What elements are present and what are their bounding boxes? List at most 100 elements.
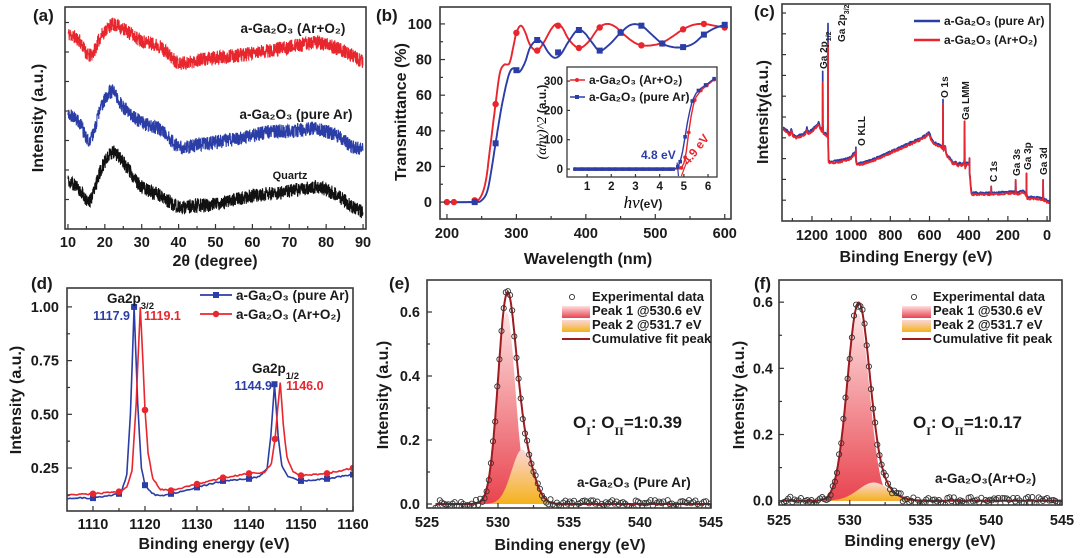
experimental-point xyxy=(893,490,900,497)
peak-position-pure-ar-1: 1117.9 xyxy=(93,309,130,323)
peak-label-main: Ga 2p xyxy=(819,41,830,69)
data-point-square xyxy=(131,303,138,310)
experimental-point xyxy=(509,307,516,314)
experimental-point xyxy=(694,501,701,508)
data-point-circle xyxy=(271,435,279,443)
experimental-point xyxy=(1024,494,1032,501)
panel-d-traces xyxy=(67,303,353,502)
trace-label-pure-ar: a-Ga₂O₃ (pure Ar) xyxy=(239,107,352,122)
experimental-point xyxy=(999,494,1006,502)
x-tick-label: 1200 xyxy=(796,228,828,244)
ga2p-trace-1 xyxy=(67,307,353,497)
legend-label-experimental: Experimental data xyxy=(592,289,705,304)
data-point-square xyxy=(657,167,662,171)
experimental-point xyxy=(592,500,599,507)
experimental-point xyxy=(521,430,529,437)
peak-label-sub: 3/2 xyxy=(141,301,154,312)
panel-c-xps-survey: 1200 1000 800 600 400 200 0 (c) Binding Energy… xyxy=(754,2,1051,266)
data-point-square xyxy=(668,167,672,171)
inset-y-unit: (a.u.) xyxy=(535,85,549,117)
experimental-point xyxy=(481,495,488,502)
data-point-circle xyxy=(349,464,353,472)
y-tick-label: 60 xyxy=(416,88,432,104)
experimental-point xyxy=(453,502,460,508)
panel-label-d: (d) xyxy=(31,274,53,293)
y-axis-title: Intensity (a.u.) xyxy=(731,341,748,449)
legend-label-ar-o2: a-Ga₂O₃ (Ar+O₂) xyxy=(944,33,1037,47)
x-tick-label: 0 xyxy=(1043,228,1051,244)
experimental-point xyxy=(547,496,554,503)
data-point-square xyxy=(555,49,562,56)
experimental-point xyxy=(1027,499,1034,505)
data-point-square xyxy=(640,167,645,171)
experimental-point xyxy=(515,375,522,382)
legend-swatch-peak2 xyxy=(562,320,590,332)
inset-tauc-plot: 1 2 3 4 5 6 0 100 200 300 a-Ga₂O₃ (Ar+O₂) a-Ga₂O₃… xyxy=(535,66,718,212)
peak-label-main: Ga2p xyxy=(107,291,141,306)
data-point-square xyxy=(617,167,621,171)
experimental-point xyxy=(827,491,834,499)
data-point-square xyxy=(651,167,655,171)
x-tick-label: 200 xyxy=(435,226,459,242)
y-tick-label: 300 xyxy=(544,76,563,88)
data-point-circle xyxy=(219,474,227,482)
experimental-point xyxy=(532,472,539,479)
x-tick-label: 20 xyxy=(97,235,113,251)
x-tick-label: 500 xyxy=(643,226,667,242)
y-axis-title: Transmittance (%) xyxy=(393,43,410,181)
panel-e-axes: 525 530 535 540 545 0.0 0.2 0.4 0.6 xyxy=(400,279,723,531)
data-point-circle xyxy=(700,20,708,28)
x-tick-label: 530 xyxy=(486,515,510,531)
experimental-point xyxy=(496,356,503,363)
legend-marker-circle xyxy=(212,310,220,318)
experimental-point xyxy=(863,342,870,349)
x-tick-label: 400 xyxy=(957,228,981,244)
panel-e-o1s-pure-ar: 525 530 535 540 545 0.0 0.2 0.4 0.6 (e) Binding … xyxy=(375,274,723,554)
panel-d-axes: 1110 1120 1130 1140 1150 1160 0.25 0.50 0.75 1.00 xyxy=(31,287,369,533)
experimental-point xyxy=(833,469,841,476)
data-point-square xyxy=(620,167,625,171)
data-point-square xyxy=(271,381,278,388)
legend-swatch-peak1 xyxy=(562,306,590,318)
legend-marker-square xyxy=(575,95,579,99)
panel-a-traces xyxy=(67,17,364,219)
panel-a-axes: 10 20 30 40 50 60 70 80 90 xyxy=(60,6,371,251)
data-point-square xyxy=(596,47,603,54)
experimental-point xyxy=(874,441,881,448)
bandgap-pointer-ar-o2 xyxy=(680,161,688,177)
legend-label-peak1: Peak 1 @530.6 eV xyxy=(592,303,702,318)
peak-1-fill xyxy=(814,313,903,501)
inset-legend-ar-o2: a-Ga₂O₃ (Ar+O₂) xyxy=(589,73,682,87)
experimental-point xyxy=(831,478,838,485)
legend-label-pure-ar: a-Ga₂O₃ (pure Ar) xyxy=(236,288,349,303)
data-point-circle xyxy=(638,42,645,49)
panel-label-a: (a) xyxy=(33,6,54,25)
xrd-trace-2 xyxy=(67,145,364,219)
data-point-circle xyxy=(575,44,583,52)
experimental-point xyxy=(940,500,947,505)
data-point-square xyxy=(678,159,682,164)
y-tick-label: 200 xyxy=(544,105,563,117)
x-axis-title: Binding energy (eV) xyxy=(138,536,289,553)
sample-label: a-Ga₂O₃ (Pure Ar) xyxy=(577,475,691,490)
panel-c-axes: 1200 1000 800 600 400 200 0 xyxy=(781,3,1051,244)
x-tick-label: 600 xyxy=(917,228,941,244)
peak-label-sub: 1/2 xyxy=(826,31,833,41)
data-point-circle xyxy=(141,406,149,414)
survey-trace-1 xyxy=(782,42,1050,205)
data-point-circle xyxy=(554,22,562,29)
panel-label-c: (c) xyxy=(754,2,775,21)
experimental-point xyxy=(872,419,879,426)
data-point-circle xyxy=(443,198,451,206)
oxygen-ratio-label: OI: OII=1:0.39 xyxy=(573,413,682,438)
experimental-point xyxy=(870,405,877,412)
experimental-point xyxy=(884,480,892,487)
data-point-square xyxy=(627,167,631,171)
data-point-square xyxy=(513,67,520,74)
legend-label-fit: Cumulative fit peak xyxy=(933,331,1053,346)
y-tick-label: 0.6 xyxy=(753,295,773,311)
panel-a-xrd: 10 20 30 40 50 60 70 80 90 (a) 2θ (degree) Inten… xyxy=(30,6,371,270)
xrd-trace-1 xyxy=(67,84,364,155)
